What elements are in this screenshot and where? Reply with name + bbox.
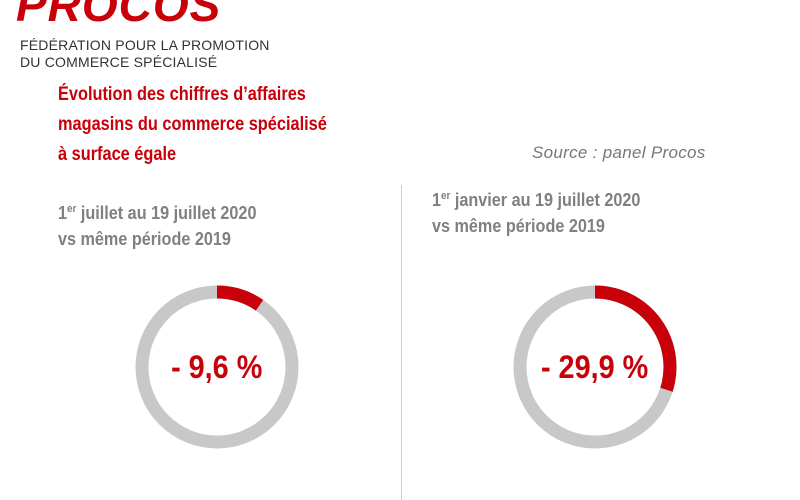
chart-title-line-2: magasins du commerce spécialisé (58, 114, 327, 135)
chart-title: Évolution des chiffres d’affaires magasi… (58, 80, 327, 170)
right-period-rest: janvier au 19 juillet 2020 (450, 190, 641, 210)
left-donut-chart: - 9,6 % (127, 277, 307, 457)
federation-subtitle: FÉDÉRATION POUR LA PROMOTION DU COMMERCE… (20, 37, 270, 71)
right-comparison: vs même période 2019 (432, 216, 605, 236)
right-donut-svg (513, 285, 677, 449)
left-period-rest: juillet au 19 juillet 2020 (76, 203, 257, 223)
procos-logo: PROCOS (16, 0, 222, 31)
left-donut-svg (135, 285, 299, 449)
left-period-label: 1er juillet au 19 juillet 2020 vs même p… (58, 200, 256, 252)
federation-line-2: DU COMMERCE SPÉCIALISÉ (20, 54, 218, 70)
federation-line-1: FÉDÉRATION POUR LA PROMOTION (20, 37, 270, 53)
left-period-sup: er (67, 203, 77, 215)
right-period-sup: er (441, 190, 451, 202)
chart-title-line-3: à surface égale (58, 144, 177, 165)
chart-title-line-1: Évolution des chiffres d’affaires (58, 84, 306, 105)
right-period-label: 1er janvier au 19 juillet 2020 vs même p… (432, 187, 640, 239)
right-period-line: 1er janvier au 19 juillet 2020 (432, 187, 640, 213)
right-donut-value-arc (594, 285, 677, 392)
right-donut-chart: - 29,9 % (505, 277, 685, 457)
panel-divider (401, 185, 402, 500)
right-donut-value-label: - 29,9 % (541, 348, 649, 385)
left-donut-value-arc (216, 285, 264, 311)
right-period-day: 1 (432, 190, 442, 210)
left-period-day: 1 (58, 203, 68, 223)
source-note: Source : panel Procos (532, 143, 706, 162)
left-comparison: vs même période 2019 (58, 229, 231, 249)
left-period-line: 1er juillet au 19 juillet 2020 (58, 200, 256, 226)
left-donut-value-label: - 9,6 % (171, 348, 263, 385)
